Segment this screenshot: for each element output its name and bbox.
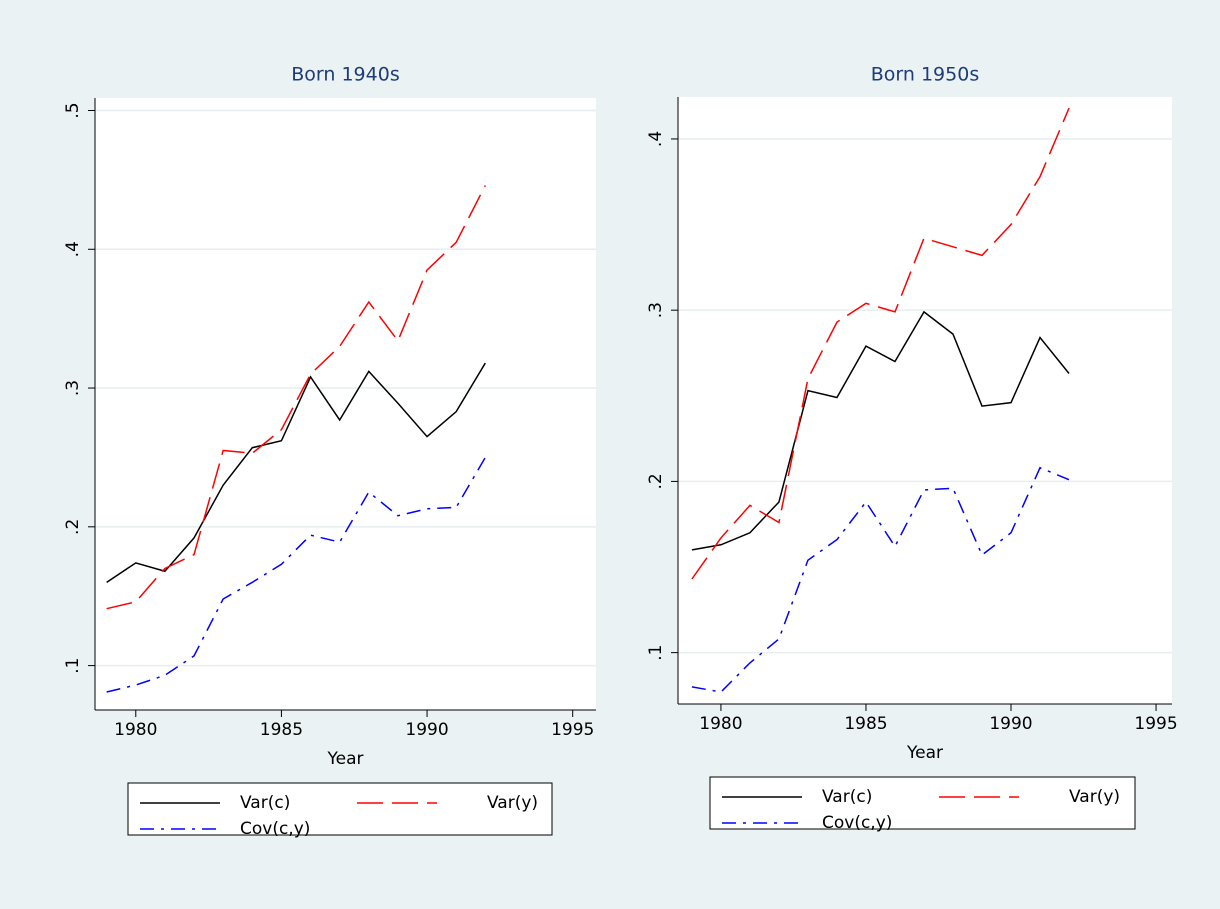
y-tick-label: .4: [646, 131, 666, 147]
x-tick-label: 1990: [405, 720, 448, 740]
plot-area: [95, 98, 596, 710]
x-axis-label: Year: [906, 743, 943, 763]
chart-title: Born 1950s: [871, 64, 979, 86]
y-tick-label: .1: [646, 645, 666, 661]
x-tick-label: 1995: [551, 720, 594, 740]
legend: [127, 782, 553, 836]
x-tick-label: 1985: [844, 714, 887, 734]
x-tick-label: 1980: [699, 714, 742, 734]
line: [691, 466, 1070, 693]
line: [691, 107, 1070, 580]
legend-label: Var(c): [822, 787, 872, 807]
line: [106, 185, 486, 610]
legend-label: Var(y): [487, 793, 538, 813]
y-tick-label: .4: [63, 241, 83, 257]
y-tick-label: .1: [63, 657, 83, 673]
legend-label: Cov(c,y): [822, 813, 892, 833]
plot-area: [678, 97, 1172, 704]
line: [106, 457, 486, 693]
x-tick-label: 1985: [260, 720, 303, 740]
y-tick-label: .2: [646, 473, 666, 489]
y-tick-label: .3: [63, 380, 83, 396]
legend: [709, 776, 1136, 830]
legend-label: Cov(c,y): [240, 819, 310, 839]
y-tick-label: .5: [63, 102, 83, 118]
y-tick-label: .2: [63, 519, 83, 535]
y-tick-label: .3: [646, 302, 666, 318]
chart-title: Born 1940s: [291, 64, 399, 86]
x-axis-label: Year: [327, 749, 364, 769]
x-tick-label: 1995: [1134, 714, 1177, 734]
x-tick-label: 1980: [114, 720, 157, 740]
line: [691, 310, 1070, 551]
legend-label: Var(c): [240, 793, 290, 813]
x-tick-label: 1990: [989, 714, 1032, 734]
legend-label: Var(y): [1069, 787, 1120, 807]
